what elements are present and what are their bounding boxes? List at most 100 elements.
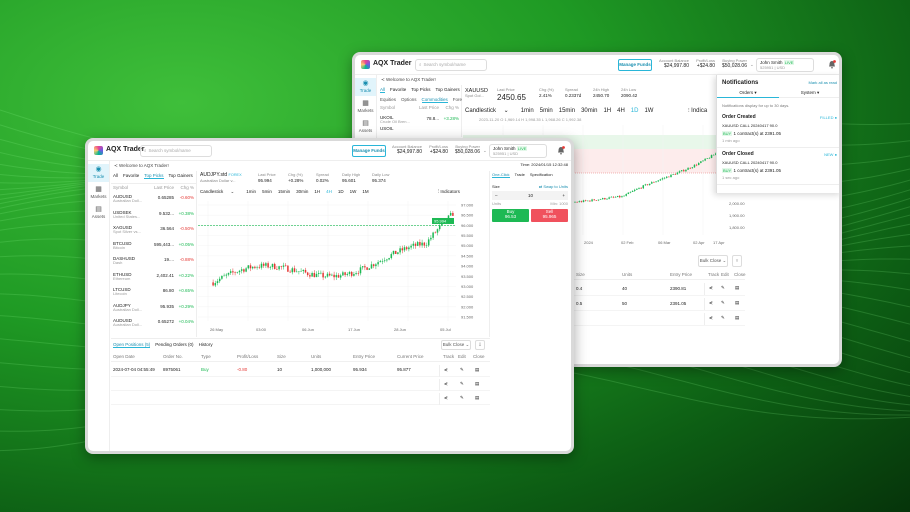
sidebar-item-trade[interactable]: ◉ Trade bbox=[88, 164, 109, 182]
size-stepper[interactable]: –10 + bbox=[492, 191, 568, 200]
tab[interactable]: Top Picks bbox=[144, 173, 164, 179]
timeframe-4H[interactable]: 4H bbox=[617, 108, 625, 114]
edit-icon[interactable]: ✎ bbox=[721, 300, 725, 305]
edit-icon[interactable]: ✎ bbox=[721, 315, 725, 320]
tab[interactable]: Fore bbox=[452, 97, 463, 102]
timeframe-1H[interactable]: 1H bbox=[603, 108, 612, 114]
tab[interactable]: Top Gainers bbox=[168, 173, 193, 178]
bulk-close-button[interactable]: Bulk Close ⌄ bbox=[441, 340, 471, 350]
sidebar-item-trade[interactable]: ◉ Trade bbox=[355, 78, 376, 96]
tab[interactable]: All bbox=[380, 87, 386, 93]
close-icon[interactable]: ▤ bbox=[475, 395, 480, 400]
search-input[interactable]: ⌕ Search symbol/name bbox=[415, 59, 487, 71]
search-input[interactable]: ⌕ Search symbol/name bbox=[140, 145, 212, 157]
sidebar-item-assets[interactable]: ▤ Assets bbox=[355, 118, 376, 136]
account-selector[interactable]: John Smith LIVE 525951 | USD bbox=[756, 58, 814, 72]
swap-units-link[interactable]: ⇄ Swap to Units bbox=[538, 184, 568, 189]
track-icon[interactable]: ⋞ bbox=[444, 367, 448, 372]
tab-system[interactable]: System ▾ bbox=[779, 90, 839, 98]
bell-icon[interactable] bbox=[557, 146, 565, 155]
timeframe-1M[interactable]: 1M bbox=[362, 189, 369, 194]
notification-item[interactable]: Order Created FILLED ● XAUUSD CALL 20240… bbox=[717, 113, 839, 148]
timeframe-30min[interactable]: 30min bbox=[296, 189, 309, 194]
notification-item[interactable]: Order Closed NEW ● XAUUSD CALL 20240417 … bbox=[717, 150, 839, 185]
edit-icon[interactable]: ✎ bbox=[460, 381, 464, 386]
candle bbox=[693, 164, 696, 168]
price-chart[interactable]: 97.000 96.500 96.000 95.500 95.000 94.500 94.0… bbox=[198, 197, 488, 337]
track-icon[interactable]: ⋞ bbox=[709, 285, 713, 290]
tab[interactable]: Favorite bbox=[390, 87, 407, 92]
symbol-row[interactable]: USDSEK United States... 9.532... +0.38% bbox=[113, 209, 194, 219]
tab[interactable]: Top Picks bbox=[411, 87, 431, 92]
tab[interactable]: All bbox=[113, 173, 119, 178]
track-icon[interactable]: ⋞ bbox=[709, 300, 713, 305]
timeframe-1D[interactable]: 1D bbox=[630, 108, 639, 114]
indicators-button[interactable]: ⫶ Indicators bbox=[438, 189, 460, 194]
timeframe-1D[interactable]: 1D bbox=[337, 189, 344, 194]
symbol-row[interactable]: BTCUSD Bitcoin 595,443... +0.05% bbox=[113, 240, 194, 250]
tab-orders[interactable]: Orders ▾ bbox=[717, 90, 779, 98]
manage-funds-button[interactable]: Manage Funds bbox=[618, 59, 652, 71]
sidebar-item-markets[interactable]: ▦ Markets bbox=[88, 184, 109, 202]
tab[interactable]: Pending Orders (0) bbox=[155, 342, 194, 347]
timeframe-5min[interactable]: 5min bbox=[539, 108, 553, 114]
timeframe-1H[interactable]: 1H bbox=[314, 189, 321, 194]
bulk-close-button[interactable]: Bulk Close ⌄ bbox=[698, 255, 728, 267]
mark-all-read-link[interactable]: Mark all as read bbox=[808, 80, 837, 85]
sidebar-item-markets[interactable]: ▦ Markets bbox=[355, 98, 376, 116]
timeframe-15min[interactable]: 15min bbox=[558, 108, 576, 114]
symbol-row[interactable]: AUDJPY Australian Doll... 95.935 +0.29% bbox=[113, 302, 194, 312]
tab[interactable]: Open Positions (5) bbox=[113, 342, 151, 348]
buy-button[interactable]: Buy 96.53 bbox=[492, 209, 529, 222]
candle bbox=[309, 275, 311, 277]
timeframe-4H[interactable]: 4H bbox=[326, 189, 332, 194]
tab[interactable]: Commodities bbox=[421, 97, 448, 103]
symbol-row[interactable]: AUDUSD Australian Doll... 0.65272 +0.04% bbox=[113, 318, 194, 328]
tab[interactable]: Favorite bbox=[123, 173, 140, 178]
symbol-row[interactable]: AUDUSD Australian Doll... 0.65285 -0.60% bbox=[113, 194, 194, 204]
symbol-row[interactable]: LTCUSD Litecoin 86.80 +0.65% bbox=[113, 287, 194, 297]
sidebar-item-assets[interactable]: ▤ Assets bbox=[88, 204, 109, 222]
close-icon[interactable]: ▤ bbox=[475, 367, 480, 372]
timeframe-1W[interactable]: 1W bbox=[644, 108, 654, 114]
timeframe-1W[interactable]: 1W bbox=[349, 189, 357, 194]
close-icon[interactable]: ▤ bbox=[735, 285, 740, 290]
indicators-button[interactable]: ⫶ Indica bbox=[688, 108, 708, 114]
chart-type-select[interactable]: Candlestick ⌄ bbox=[200, 189, 235, 194]
symbol-row[interactable]: DASHUSD Dash 19.... -0.88% bbox=[113, 256, 194, 266]
tab[interactable]: History bbox=[198, 342, 213, 347]
chevron-down-icon[interactable]: ⌄ bbox=[750, 62, 754, 67]
close-icon[interactable]: ▤ bbox=[735, 315, 740, 320]
tab[interactable]: Equities bbox=[380, 97, 397, 102]
symbol-row[interactable]: XAGUSD Spot Silver vs... 36.564 -0.50% bbox=[113, 225, 194, 235]
timeframe-5min[interactable]: 5min bbox=[262, 189, 272, 194]
sell-button[interactable]: Sell 95.965 bbox=[531, 209, 568, 222]
track-icon[interactable]: ⋞ bbox=[444, 395, 448, 400]
tab[interactable]: Trade bbox=[514, 172, 525, 177]
close-icon[interactable]: ▤ bbox=[475, 381, 480, 386]
edit-icon[interactable]: ✎ bbox=[460, 395, 464, 400]
tab[interactable]: One-Click bbox=[492, 172, 510, 178]
symbol-row[interactable]: USOIL bbox=[380, 126, 394, 131]
bell-icon[interactable] bbox=[828, 60, 836, 69]
chevron-down-icon[interactable]: ⌄ bbox=[483, 148, 487, 153]
timeframe-30min[interactable]: 30min bbox=[581, 108, 598, 114]
track-icon[interactable]: ⋞ bbox=[709, 315, 713, 320]
track-icon[interactable]: ⋞ bbox=[444, 381, 448, 386]
tab[interactable]: Options bbox=[401, 97, 417, 102]
export-icon[interactable]: ⇩ bbox=[475, 340, 485, 350]
tab[interactable]: Specification bbox=[529, 172, 553, 177]
timeframe-1min[interactable]: 1min bbox=[246, 189, 257, 194]
filter-icon[interactable]: ▿ bbox=[732, 255, 742, 267]
symbol-row[interactable]: ETHUSD Ethereum 2,402.41 +0.22% bbox=[113, 271, 194, 281]
close-icon[interactable]: ▤ bbox=[735, 300, 740, 305]
symbol-row[interactable]: UKOIL Crude Oil Bren... 78.8... +3.28% bbox=[380, 115, 459, 125]
account-selector[interactable]: John Smith LIVE 525951 | USD bbox=[489, 144, 547, 158]
edit-icon[interactable]: ✎ bbox=[460, 367, 464, 372]
timeframe-1min[interactable]: 1min bbox=[520, 108, 534, 114]
tab[interactable]: Top Gainers bbox=[435, 87, 460, 92]
timeframe-15min[interactable]: 15min bbox=[277, 189, 291, 194]
chart-type-select[interactable]: Candlestick ⌄ bbox=[465, 108, 509, 114]
edit-icon[interactable]: ✎ bbox=[721, 285, 725, 290]
manage-funds-button[interactable]: Manage Funds bbox=[352, 145, 386, 157]
